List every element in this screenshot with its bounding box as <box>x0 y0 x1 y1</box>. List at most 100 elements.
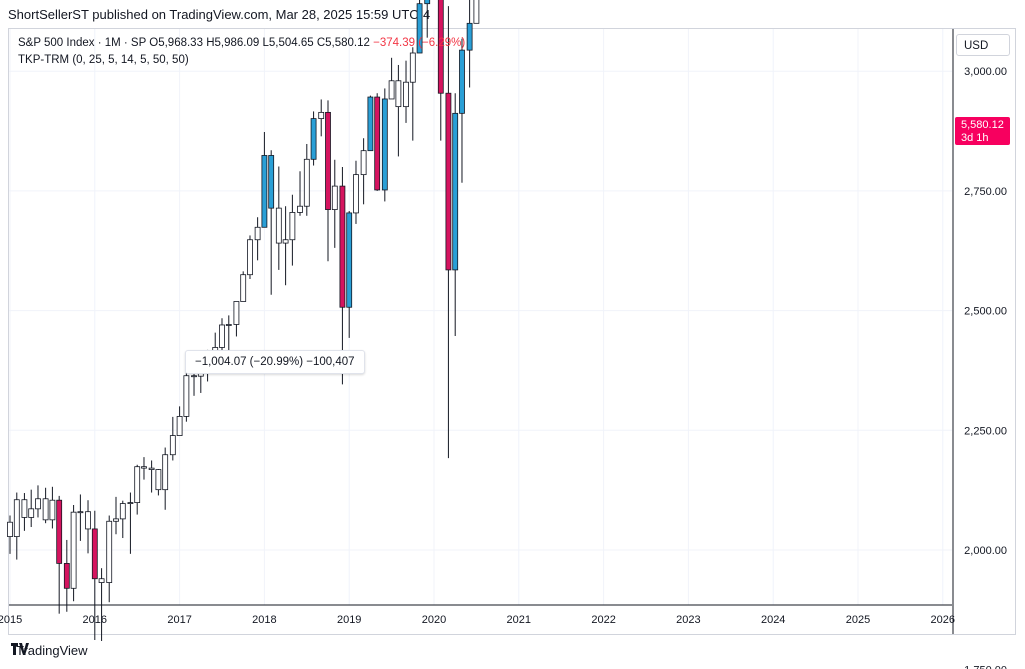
candle-body <box>473 0 480 24</box>
candle-body <box>395 80 402 108</box>
time-tick-label: 2015 <box>0 614 22 626</box>
price-tick-label: 2,500.00 <box>964 306 1007 318</box>
candle-body <box>297 205 303 213</box>
footer-brand: TradingView <box>16 643 88 658</box>
footer: TradingView <box>11 643 88 658</box>
candle-body <box>119 503 126 520</box>
indicator-params: (0, 25, 5, 14, 5, 50, 50) <box>72 54 189 66</box>
change-value: −374.39 (−6.29%) <box>373 37 466 49</box>
candle-body <box>367 96 374 152</box>
candle-body <box>437 0 444 94</box>
candle-body <box>155 469 162 491</box>
candle-body <box>49 499 56 521</box>
time-tick-label: 2017 <box>167 614 191 626</box>
time-tick-label: 2019 <box>337 614 361 626</box>
time-tick-label: 2020 <box>422 614 446 626</box>
open-value: O5,968.33 <box>149 37 203 49</box>
price-tick-label: 2,750.00 <box>964 186 1007 198</box>
candle-body <box>191 375 197 378</box>
candle-body <box>374 96 381 191</box>
time-tick-label: 2022 <box>591 614 615 626</box>
currency-button[interactable]: USD <box>956 34 1010 56</box>
candle-body <box>254 226 261 241</box>
candle-body <box>346 212 353 308</box>
publisher-header: ShortSellerST published on TradingView.c… <box>8 7 431 22</box>
time-tick-label: 2016 <box>83 614 107 626</box>
close-value: C5,580.12 <box>316 37 370 49</box>
candle-body <box>98 578 105 583</box>
candle-body <box>310 118 317 160</box>
candle-body <box>381 98 388 191</box>
price-tick-label: 1,750.00 <box>964 665 1007 669</box>
candle-body <box>282 239 289 244</box>
candle-body <box>339 185 346 308</box>
time-tick-label: 2026 <box>931 614 955 626</box>
chart-legend: S&P 500 Index · 1M · SP O5,968.33 H5,986… <box>18 35 465 69</box>
candle-body <box>424 0 431 5</box>
candle-body <box>452 112 459 271</box>
candle-body <box>183 375 190 417</box>
candle-body <box>360 150 367 176</box>
candle-body <box>7 521 13 537</box>
price-tick-label: 2,250.00 <box>964 425 1007 437</box>
candle-body <box>388 80 395 100</box>
candle-body <box>219 324 225 348</box>
candle-body <box>113 518 119 522</box>
time-tick-label: 2018 <box>252 614 276 626</box>
candle-body <box>445 92 452 271</box>
candle-body <box>303 158 310 207</box>
candle-body <box>42 498 49 521</box>
candle-body <box>77 511 84 514</box>
candle-body <box>289 212 296 241</box>
candle-body <box>261 155 268 228</box>
bar-countdown: 3d 1h <box>961 132 989 144</box>
candle-body <box>416 3 423 54</box>
candle-body <box>459 49 465 114</box>
candle-body <box>28 508 35 518</box>
candle-body <box>106 520 113 583</box>
candle-body <box>268 155 275 209</box>
time-tick-label: 2025 <box>846 614 870 626</box>
candle-body <box>162 454 169 491</box>
candle-body <box>13 499 20 537</box>
candle-body <box>275 207 282 244</box>
candle-body <box>85 511 91 530</box>
candle-body <box>70 511 77 589</box>
candle-body <box>247 239 253 276</box>
indicator-name[interactable]: TKP-TRM <box>18 54 70 66</box>
time-tick-label: 2024 <box>761 614 785 626</box>
candle-body <box>353 174 359 214</box>
candle-body <box>127 502 134 504</box>
candle-body <box>134 466 141 503</box>
candle-body <box>63 563 70 589</box>
symbol-label[interactable]: S&P 500 Index · 1M · SP <box>18 37 147 49</box>
candle-body <box>403 81 409 108</box>
low-value: L5,504.65 <box>262 37 314 49</box>
candle-body <box>466 22 473 51</box>
candle-body <box>176 416 183 436</box>
candle-body <box>35 498 41 510</box>
measure-label: −1,004.07 (−20.99%) −100,407 <box>185 350 365 374</box>
candle-body <box>318 111 325 120</box>
current-price-value: 5,580.12 <box>961 119 1004 131</box>
time-tick-label: 2023 <box>676 614 700 626</box>
candle-body <box>91 528 98 580</box>
candle-body <box>21 499 28 518</box>
price-tick-label: 2,000.00 <box>964 545 1007 557</box>
candle-body <box>325 111 331 210</box>
candle-body <box>233 301 240 325</box>
candle-body <box>331 185 338 210</box>
price-tick-label: 3,000.00 <box>964 66 1007 78</box>
high-value: H5,986.09 <box>206 37 260 49</box>
candle-body <box>240 274 247 302</box>
chart-frame <box>8 28 1016 635</box>
candle-body <box>148 467 155 470</box>
candle-body <box>56 499 63 564</box>
current-price-label: 5,580.12 3d 1h <box>955 117 1010 145</box>
candle-body <box>169 435 176 456</box>
time-tick-label: 2021 <box>507 614 531 626</box>
candle-body <box>409 52 416 83</box>
candle-body <box>225 324 232 326</box>
candle-body <box>141 466 147 469</box>
